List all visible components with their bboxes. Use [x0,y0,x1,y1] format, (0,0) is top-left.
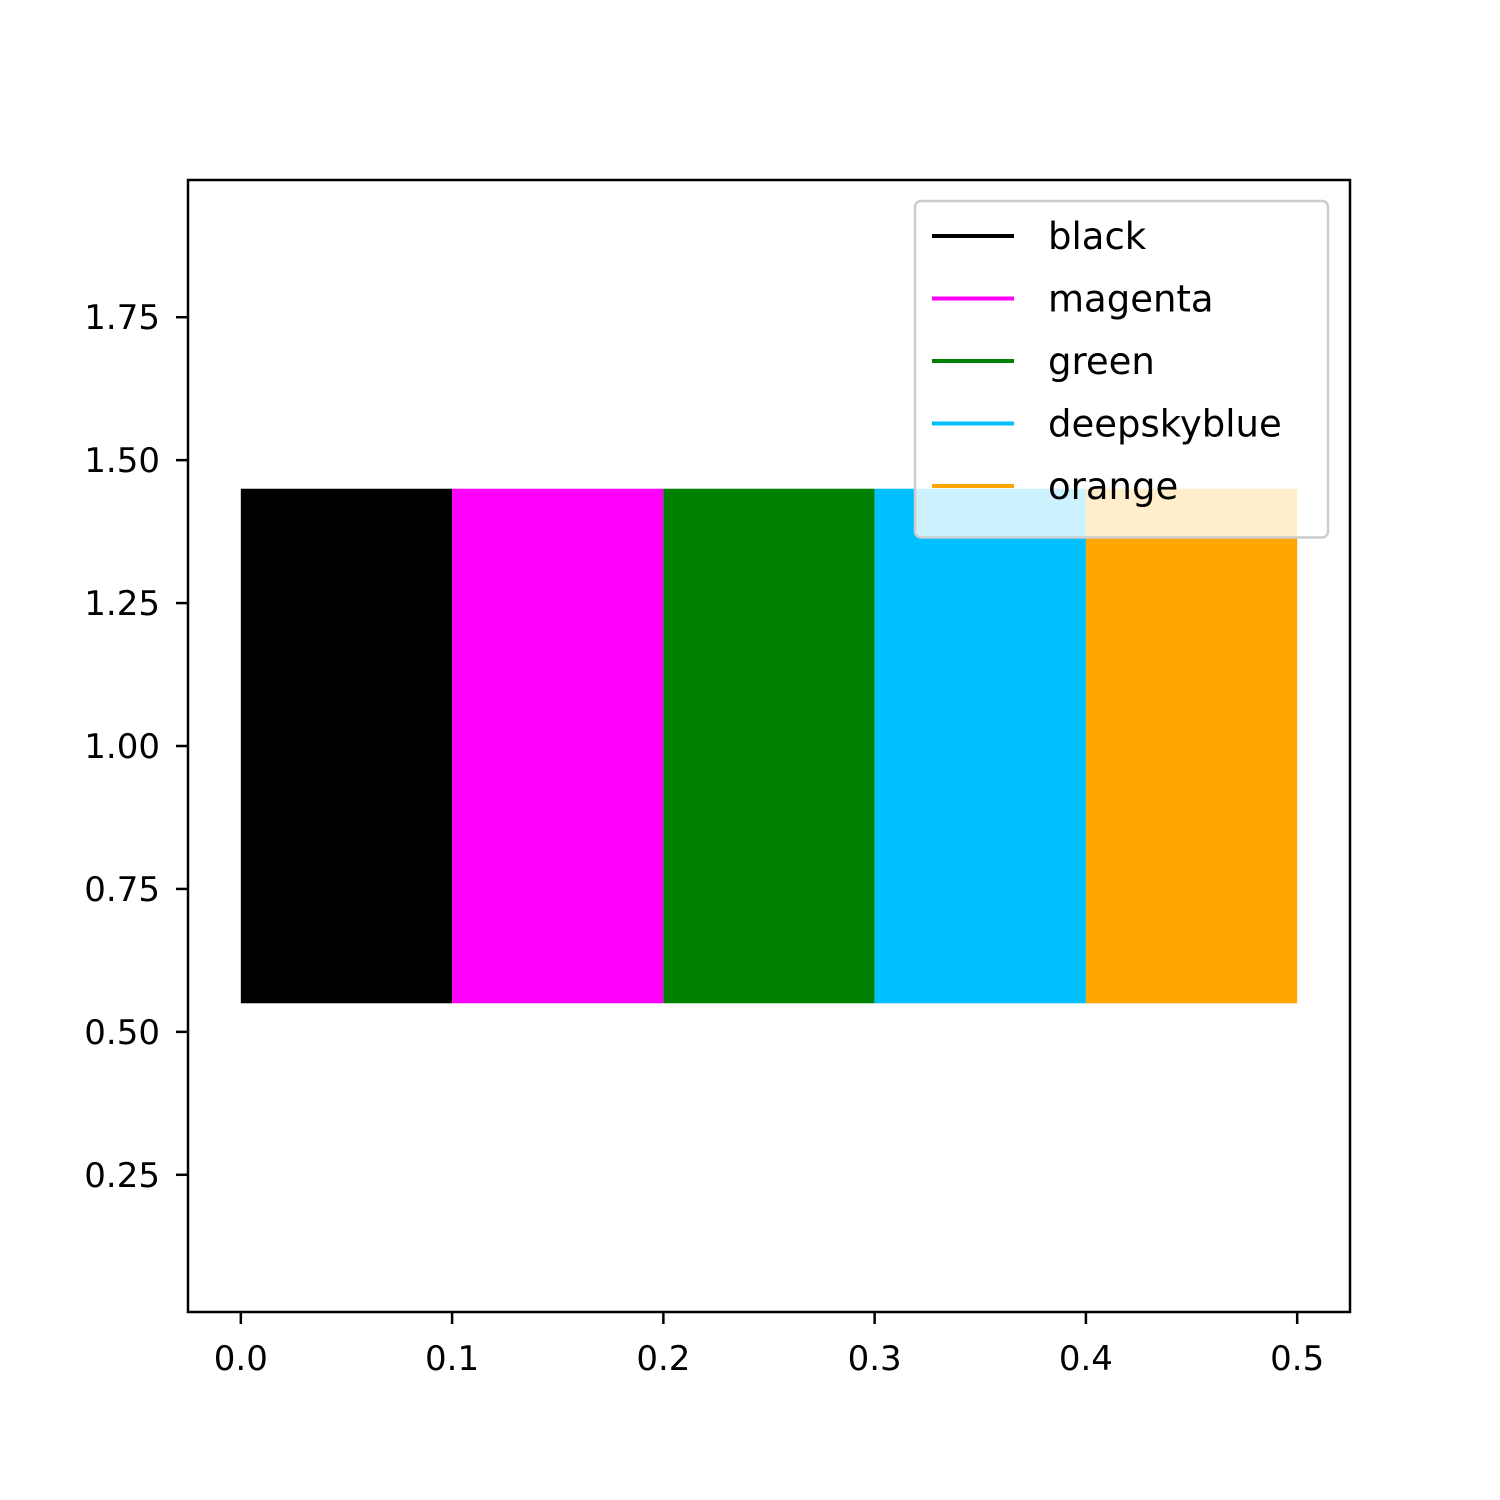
y-axis: 0.25 0.50 0.75 1.00 1.25 1.50 1.75 [84,298,188,1196]
bar-deepskyblue [874,488,1086,1004]
bar-orange [1085,488,1298,1004]
bar-green [663,488,875,1004]
y-tick-label: 1.00 [84,727,160,767]
x-tick-label: 0.3 [848,1339,902,1379]
x-tick-label: 0.4 [1059,1339,1113,1379]
legend-label-orange: orange [1048,465,1178,508]
legend-label-green: green [1048,340,1155,383]
legend-label-black: black [1048,215,1147,258]
x-axis: 0.0 0.1 0.2 0.3 0.4 0.5 [214,1312,1324,1379]
y-tick-label: 1.75 [84,298,160,338]
bar-magenta [452,488,664,1004]
legend-label-deepskyblue: deepskyblue [1048,403,1282,446]
y-tick-label: 1.25 [84,584,160,624]
y-tick-label: 0.50 [84,1013,160,1053]
x-tick-label: 0.0 [214,1339,268,1379]
x-tick-label: 0.1 [425,1339,479,1379]
y-tick-label: 0.75 [84,870,160,910]
bar-black [240,488,453,1004]
y-tick-label: 1.50 [84,441,160,481]
x-tick-label: 0.2 [636,1339,690,1379]
legend-box [913,199,1330,539]
legend-label-magenta: magenta [1048,278,1214,321]
x-tick-label: 0.5 [1270,1339,1324,1379]
y-tick-label: 0.25 [84,1156,160,1196]
legend: black magenta green deepskyblue orange [913,199,1330,539]
bars [240,488,1298,1004]
